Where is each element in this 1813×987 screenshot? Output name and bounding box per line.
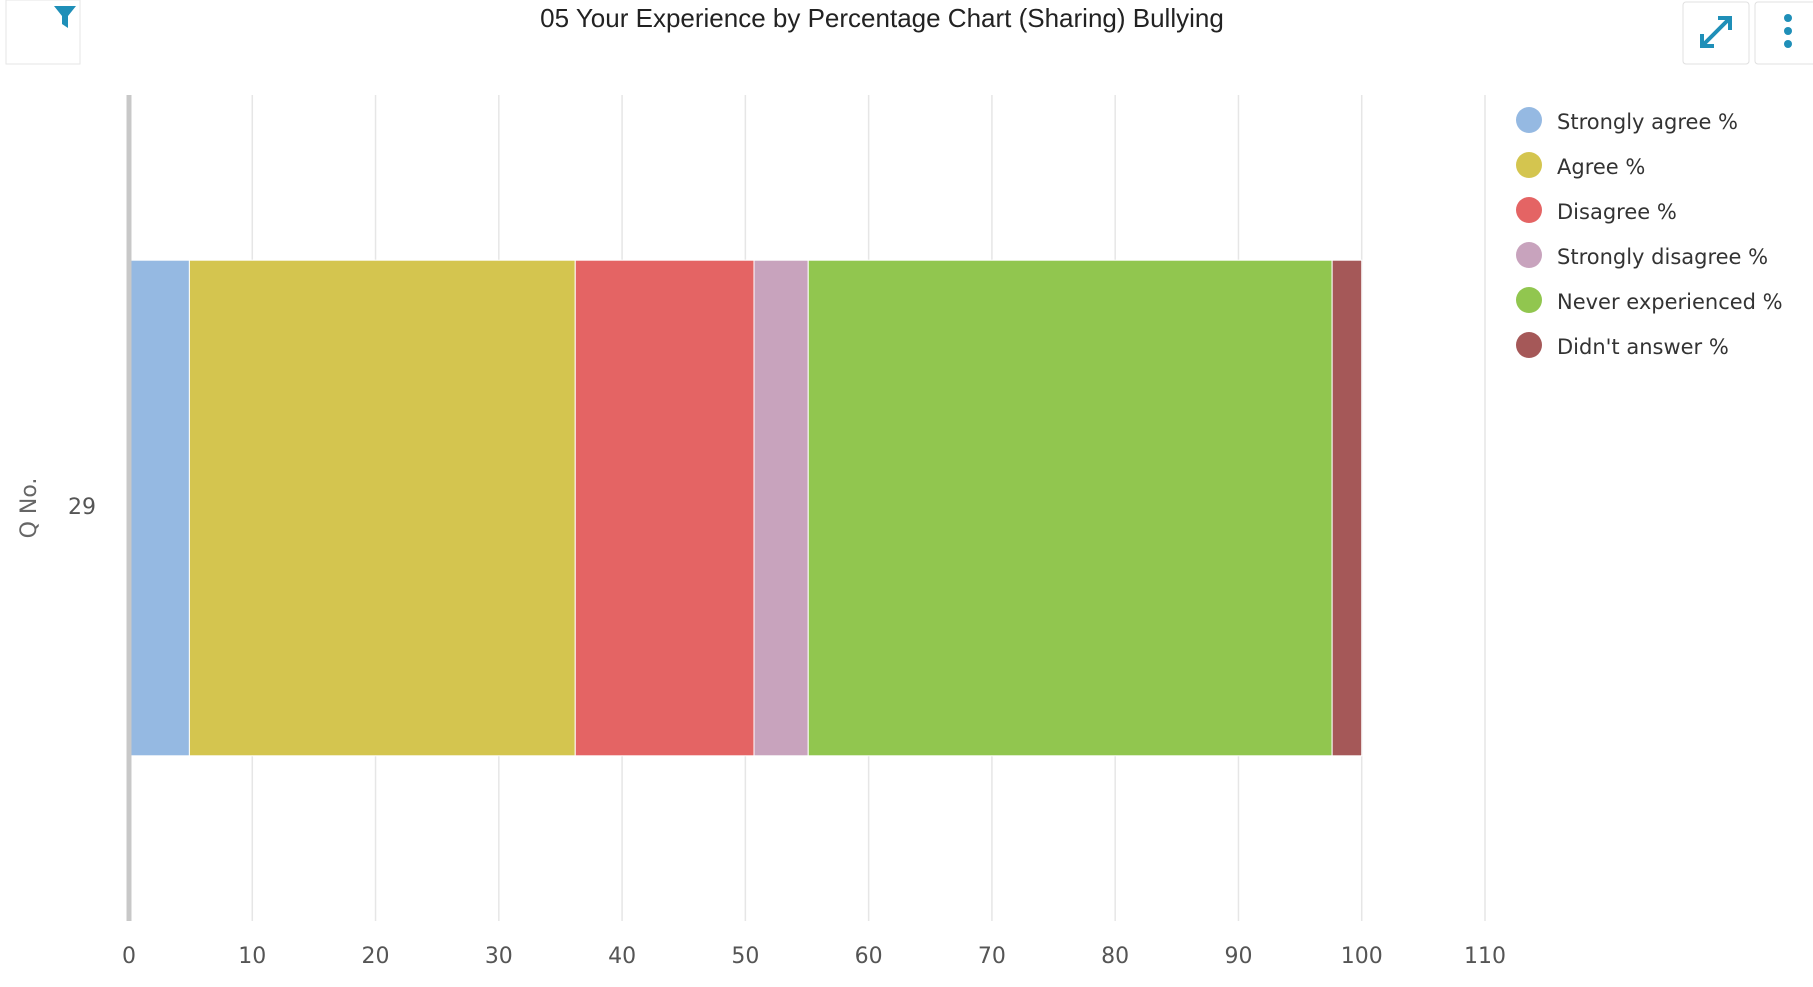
x-tick-label: 70 — [978, 944, 1006, 969]
x-tick-label: 40 — [608, 944, 636, 969]
x-tick-label: 30 — [485, 944, 513, 969]
legend-label: Never experienced % — [1557, 290, 1783, 314]
bar-segment — [574, 259, 755, 757]
x-tick-label: 20 — [362, 944, 390, 969]
legend-label: Strongly disagree % — [1557, 245, 1768, 269]
x-tick-label: 90 — [1224, 944, 1252, 969]
expand-icon — [1700, 16, 1732, 48]
legend-marker — [1516, 332, 1542, 358]
x-tick-label: 80 — [1101, 944, 1129, 969]
x-tick-label: 0 — [122, 944, 136, 969]
legend-marker — [1516, 152, 1542, 178]
legend-marker — [1516, 197, 1542, 223]
menu-button[interactable] — [1754, 1, 1813, 65]
x-tick-label: 110 — [1464, 944, 1506, 969]
x-tick-label: 60 — [855, 944, 883, 969]
menu-icon — [1784, 14, 1792, 48]
x-tick-label: 50 — [731, 944, 759, 969]
bar-segment — [188, 259, 576, 757]
filter-icon — [54, 6, 76, 28]
bar-segment — [807, 259, 1333, 757]
legend-label: Strongly agree % — [1557, 110, 1738, 134]
bar-segment — [753, 259, 809, 757]
legend-label: Agree % — [1557, 155, 1645, 179]
legend-marker — [1516, 287, 1542, 313]
y-axis-label: Q No. — [17, 478, 42, 539]
legend-label: Disagree % — [1557, 200, 1677, 224]
y-tick-label: 29 — [68, 495, 96, 520]
bar-segment — [128, 259, 190, 757]
chart-title: 05 Your Experience by Percentage Chart (… — [540, 3, 1224, 33]
bar-segment — [1331, 259, 1363, 757]
legend-marker — [1516, 107, 1542, 133]
legend-marker — [1516, 242, 1542, 268]
x-tick-label: 10 — [238, 944, 266, 969]
x-tick-label: 100 — [1341, 944, 1383, 969]
legend-label: Didn't answer % — [1557, 335, 1729, 359]
